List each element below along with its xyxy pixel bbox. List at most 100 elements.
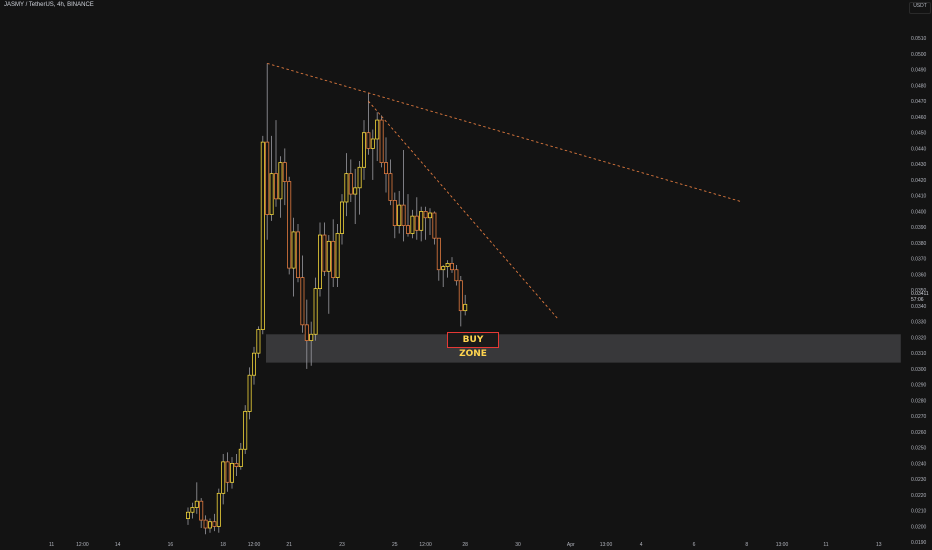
candle-body xyxy=(432,212,437,239)
candle-body xyxy=(287,181,292,269)
candle-body xyxy=(243,411,248,450)
currency-label[interactable]: USDT xyxy=(909,2,931,14)
x-tick-label: 12:00 xyxy=(419,542,432,548)
x-tick-label: 13:00 xyxy=(600,542,613,548)
y-tick-label: 0.0470 xyxy=(911,99,927,105)
x-tick-label: 18 xyxy=(220,542,226,548)
y-tick-label: 0.0230 xyxy=(911,477,927,483)
y-tick-label: 0.0270 xyxy=(911,414,927,420)
y-tick-label: 0.0300 xyxy=(911,367,927,373)
candle-body xyxy=(414,215,419,231)
y-tick-label: 0.0220 xyxy=(911,493,927,499)
candle-body xyxy=(203,519,208,529)
candle-body xyxy=(419,211,424,231)
candle-body xyxy=(392,199,397,226)
y-tick-label: 0.0200 xyxy=(911,524,927,530)
y-tick-label: 0.0320 xyxy=(911,335,927,341)
x-tick-label: 12:00 xyxy=(76,542,89,548)
candle-body xyxy=(397,204,402,227)
y-tick-label: 0.0460 xyxy=(911,115,927,121)
x-tick-label: 11 xyxy=(823,542,828,548)
candle-body xyxy=(278,162,283,200)
buy-zone-label[interactable]: BUY ZONE xyxy=(447,332,499,359)
x-tick-label: 30 xyxy=(515,542,521,548)
candle-body xyxy=(221,461,226,494)
candle-body xyxy=(251,352,256,376)
candle-body xyxy=(423,211,428,219)
candle-body xyxy=(348,173,353,195)
candle-body xyxy=(212,521,217,527)
candle-body xyxy=(265,141,270,215)
y-tick-label: 0.0500 xyxy=(911,52,927,58)
x-tick-label: 21 xyxy=(286,542,292,548)
candle-body xyxy=(405,225,410,234)
candle-body xyxy=(190,507,195,513)
trendlines-layer xyxy=(267,62,743,319)
x-tick-label: 23 xyxy=(339,542,345,548)
candle-body xyxy=(326,240,331,272)
candle-body xyxy=(449,262,454,271)
candle-body xyxy=(454,269,459,282)
candle-body xyxy=(361,132,366,168)
candle-body xyxy=(370,138,375,149)
candle-body xyxy=(410,215,415,234)
candle-body xyxy=(441,266,446,271)
x-tick-label: 13 xyxy=(876,542,882,548)
candle-body xyxy=(291,231,296,269)
time-axis[interactable]: 91112:0014161812:0021232512:002830Apr13:… xyxy=(0,542,882,548)
y-tick-label: 0.0340 xyxy=(911,304,927,310)
x-tick-label: 12:00 xyxy=(248,542,261,548)
candle-body xyxy=(313,288,318,335)
candle-body xyxy=(225,461,230,483)
candle-body xyxy=(339,201,344,234)
candle-body xyxy=(322,234,327,272)
x-tick-label: 28 xyxy=(462,542,468,548)
y-tick-label: 0.0510 xyxy=(911,36,927,42)
y-tick-label: 0.0360 xyxy=(911,272,927,278)
x-tick-label: 13:00 xyxy=(776,542,789,548)
candle-body xyxy=(194,500,199,508)
bar-countdown: 57:06 xyxy=(911,297,924,303)
candle-body xyxy=(317,234,322,290)
y-tick-label: 0.0280 xyxy=(911,398,927,404)
x-tick-label: 4 xyxy=(640,542,643,548)
y-tick-label: 0.0260 xyxy=(911,430,927,436)
candle-body xyxy=(331,240,336,278)
y-tick-label: 0.0490 xyxy=(911,68,927,74)
candle-body xyxy=(260,141,265,330)
candle-body xyxy=(247,374,252,412)
candle-body xyxy=(436,237,441,271)
x-tick-label: 16 xyxy=(168,542,174,548)
y-tick-label: 0.0310 xyxy=(911,351,927,357)
candle-body xyxy=(282,162,287,182)
candle-body xyxy=(207,521,212,529)
last-price-tag: 0.03411 57:06 xyxy=(909,291,932,304)
candle-body xyxy=(238,448,243,467)
y-tick-label: 0.0430 xyxy=(911,162,927,168)
candle-body xyxy=(463,303,468,312)
candle-body xyxy=(300,277,305,326)
y-tick-label: 0.0440 xyxy=(911,146,927,152)
y-tick-label: 0.0390 xyxy=(911,225,927,231)
candle-body xyxy=(216,492,221,527)
candles-layer xyxy=(185,63,468,535)
y-tick-label: 0.0410 xyxy=(911,194,927,200)
candle-body xyxy=(335,233,340,278)
y-tick-label: 0.0240 xyxy=(911,461,927,467)
y-tick-label: 0.0380 xyxy=(911,241,927,247)
y-tick-label: 0.0210 xyxy=(911,509,927,515)
candle-body xyxy=(353,187,358,195)
candle-body xyxy=(295,231,300,278)
candle-body xyxy=(199,500,204,521)
y-tick-label: 0.0290 xyxy=(911,383,927,389)
candle-body xyxy=(401,204,406,227)
candle-body xyxy=(234,463,239,467)
candle-body xyxy=(379,119,384,163)
symbol-title[interactable]: JASMY / TetherUS, 4h, BINANCE xyxy=(4,2,94,8)
y-tick-label: 0.0330 xyxy=(911,320,927,326)
candle-body xyxy=(304,324,309,341)
candle-body xyxy=(357,166,362,189)
candle-body xyxy=(269,173,274,215)
